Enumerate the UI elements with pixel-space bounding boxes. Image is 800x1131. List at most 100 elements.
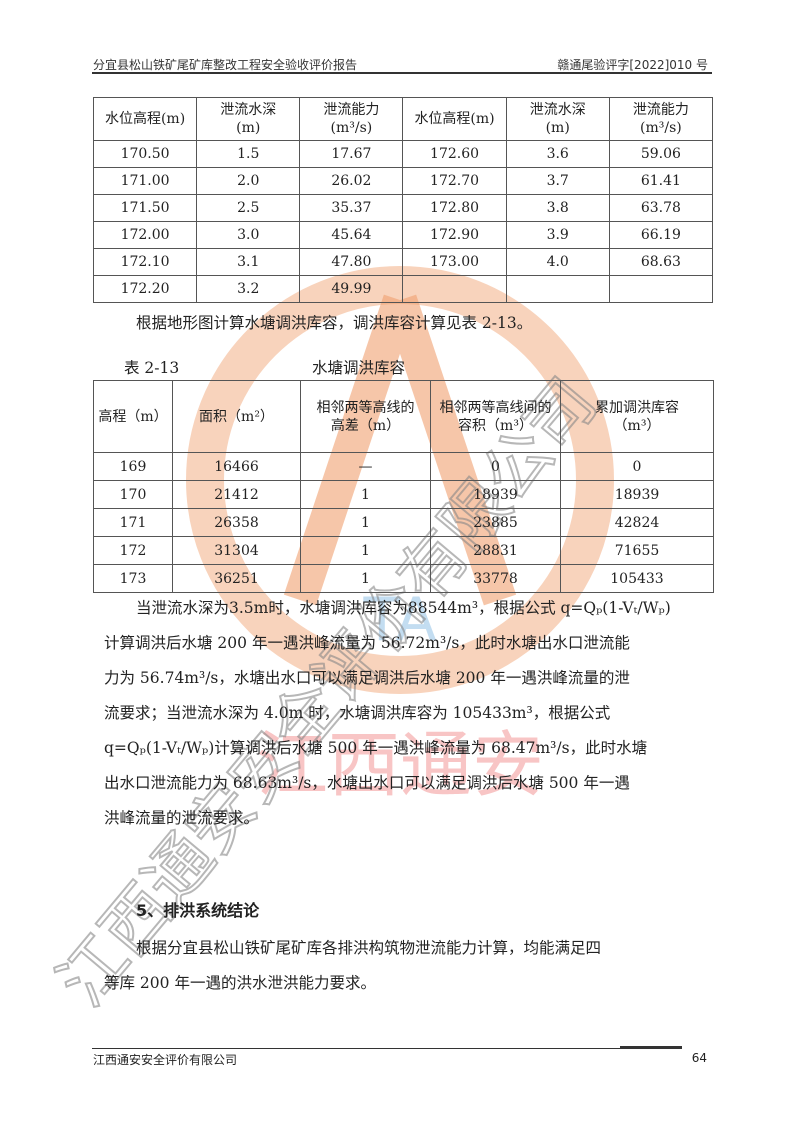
table-row: 169 16466—0 0 [93,452,714,481]
text-line: q=Qₚ(1-Vₜ/Wₚ)计算调洪后水塘 500 年一遇洪峰流量为 68.47m… [104,739,648,757]
text-line: 等库 200 年一遇的洪水泄洪能力要求。 [104,974,376,992]
table-row: 171.00 2.0 26.02 172.70 3.7 61.41 [92,167,714,195]
table-cell: 4.0 [505,248,610,276]
table-cell: 105433 [560,564,714,593]
col-header: 面积（m²） [172,380,301,453]
table-cell: 1 [300,536,431,565]
table-cell: 42824 [560,508,714,537]
col-header: 相邻两等高线间的 容积（m³） [430,380,561,453]
paragraph-conclusion: 根据分宜县松山铁矿尾矿库各排洪构筑物泄流能力计算，均能满足四 等库 200 年一… [104,931,714,1001]
col-header: 泄流水深 (m) [505,97,610,141]
table-cell: 171 [93,508,173,537]
header-divider [92,72,712,74]
table-cell: 0 [560,452,714,481]
table-cell: 3.1 [196,248,301,276]
table-cell: 3.6 [505,140,610,168]
table-cell: 3.9 [505,221,610,249]
table-cell: 0 [430,452,561,481]
col-header: 水位高程(m) [402,97,507,141]
table-row: 172.20 3.2 49.99 [92,275,714,303]
table-cell: 47.80 [299,248,404,276]
header-title: 分宜县松山铁矿尾矿库整改工程安全验收评价报告 [93,58,358,72]
table-cell: 66.19 [608,221,714,249]
footer-divider-accent [620,1046,682,1048]
table-cell: 173.00 [402,248,507,276]
table-cell: 1.5 [196,140,301,168]
section-heading: 5、排洪系统结论 [136,901,260,920]
table-cell: 61.41 [608,167,714,195]
text-line: 洪峰流量的泄流要求。 [104,809,260,827]
table-cell: 173 [93,564,173,593]
table-cell: 1 [300,564,431,593]
table-cell: 63.78 [608,194,714,222]
table-cell: 3.7 [505,167,610,195]
table-cell: 172.90 [402,221,507,249]
col-header: 高程（m） [93,380,173,453]
page-number: 64 [691,1051,707,1065]
table-row: 172.00 3.0 45.64 172.90 3.9 66.19 [92,221,714,249]
table-cell: 171.00 [92,167,198,195]
table-cell: 172.70 [402,167,507,195]
table-cell: 2.5 [196,194,301,222]
table-cell: 23885 [430,508,561,537]
col-header: 累加调洪库容 （m³） [560,380,714,453]
discharge-capacity-table: 水位高程(m) 泄流水深 (m) 泄流能力 (m³/s) 水位高程(m) 泄流水深(… [92,97,714,303]
table-row: 172 31304 1 28831 71655 [93,536,714,565]
table-cell: 171.50 [92,194,198,222]
table-caption-title: 水塘调洪库容 [312,359,406,377]
table-cell: 45.64 [299,221,404,249]
table-cell: 3.0 [196,221,301,249]
table-cell: 26358 [172,508,301,537]
table-cell: 18939 [430,480,561,509]
footer-company: 江西通安安全评价有限公司 [93,1053,238,1067]
table-cell: 35.37 [299,194,404,222]
table-row: 170.50 1.5 17.67 172.60 3.6 59.06 [92,140,714,168]
table-caption-number: 表 2-13 [124,359,180,377]
table-cell: 33778 [430,564,561,593]
table-row: 170 21412 1 18939 18939 [93,480,714,509]
table-cell: 172 [93,536,173,565]
table-cell: 71655 [560,536,714,565]
table-cell: 172.60 [402,140,507,168]
table-cell: 59.06 [608,140,714,168]
table-cell: 49.99 [299,275,404,303]
table-cell [402,275,507,303]
table-cell: 2.0 [196,167,301,195]
table-cell: 68.63 [608,248,714,276]
table-cell: — [300,452,431,481]
text-line: 出水口泄流能力为 68.63m³/s，水塘出水口可以满足调洪后水塘 500 年一… [104,774,630,792]
text-line: 流要求；当泄流水深为 4.0m 时，水塘调洪库容为 105433m³，根据公式 [104,704,611,722]
table-cell: 36251 [172,564,301,593]
col-header: 水位高程(m) [92,97,198,141]
table-cell: 170.50 [92,140,198,168]
footer-divider [92,1048,682,1049]
col-header: 泄流能力 (m³/s) [608,97,714,141]
col-header: 泄流水深 (m) [196,97,301,141]
col-header: 泄流能力 (m³/s) [299,97,404,141]
table-cell: 31304 [172,536,301,565]
table-cell [608,275,714,303]
table-cell: 18939 [560,480,714,509]
table-cell: 172.20 [92,275,198,303]
table-cell: 1 [300,480,431,509]
table-cell: 17.67 [299,140,404,168]
table-row: 173 36251 1 33778 105433 [93,564,714,593]
text-line: 当泄流水深为3.5m时，水塘调洪库容为88544m³，根据公式 q=Qₚ(1-V… [136,599,671,617]
table-cell: 28831 [430,536,561,565]
table-cell: 26.02 [299,167,404,195]
table-cell: 3.8 [505,194,610,222]
table-header-row: 水位高程(m) 泄流水深 (m) 泄流能力 (m³/s) 水位高程(m) 泄流水深(… [92,97,714,141]
table-cell [505,275,610,303]
table-row: 171 26358 1 23885 42824 [93,508,714,537]
table-cell: 1 [300,508,431,537]
table-row: 171.50 2.5 35.37 172.80 3.8 63.78 [92,194,714,222]
table-cell: 3.2 [196,275,301,303]
paragraph: 根据地形图计算水塘调洪库容，调洪库容计算见表 2-13。 [136,314,533,332]
header-doc-number: 赣通尾验评字[2022]010 号 [557,58,708,72]
table-cell: 172.10 [92,248,198,276]
table-cell: 21412 [172,480,301,509]
text-line: 计算调洪后水塘 200 年一遇洪峰流量为 56.72m³/s，此时水塘出水口泄流… [104,634,630,652]
table-row: 172.10 3.1 47.80 173.00 4.0 68.63 [92,248,714,276]
table-cell: 170 [93,480,173,509]
